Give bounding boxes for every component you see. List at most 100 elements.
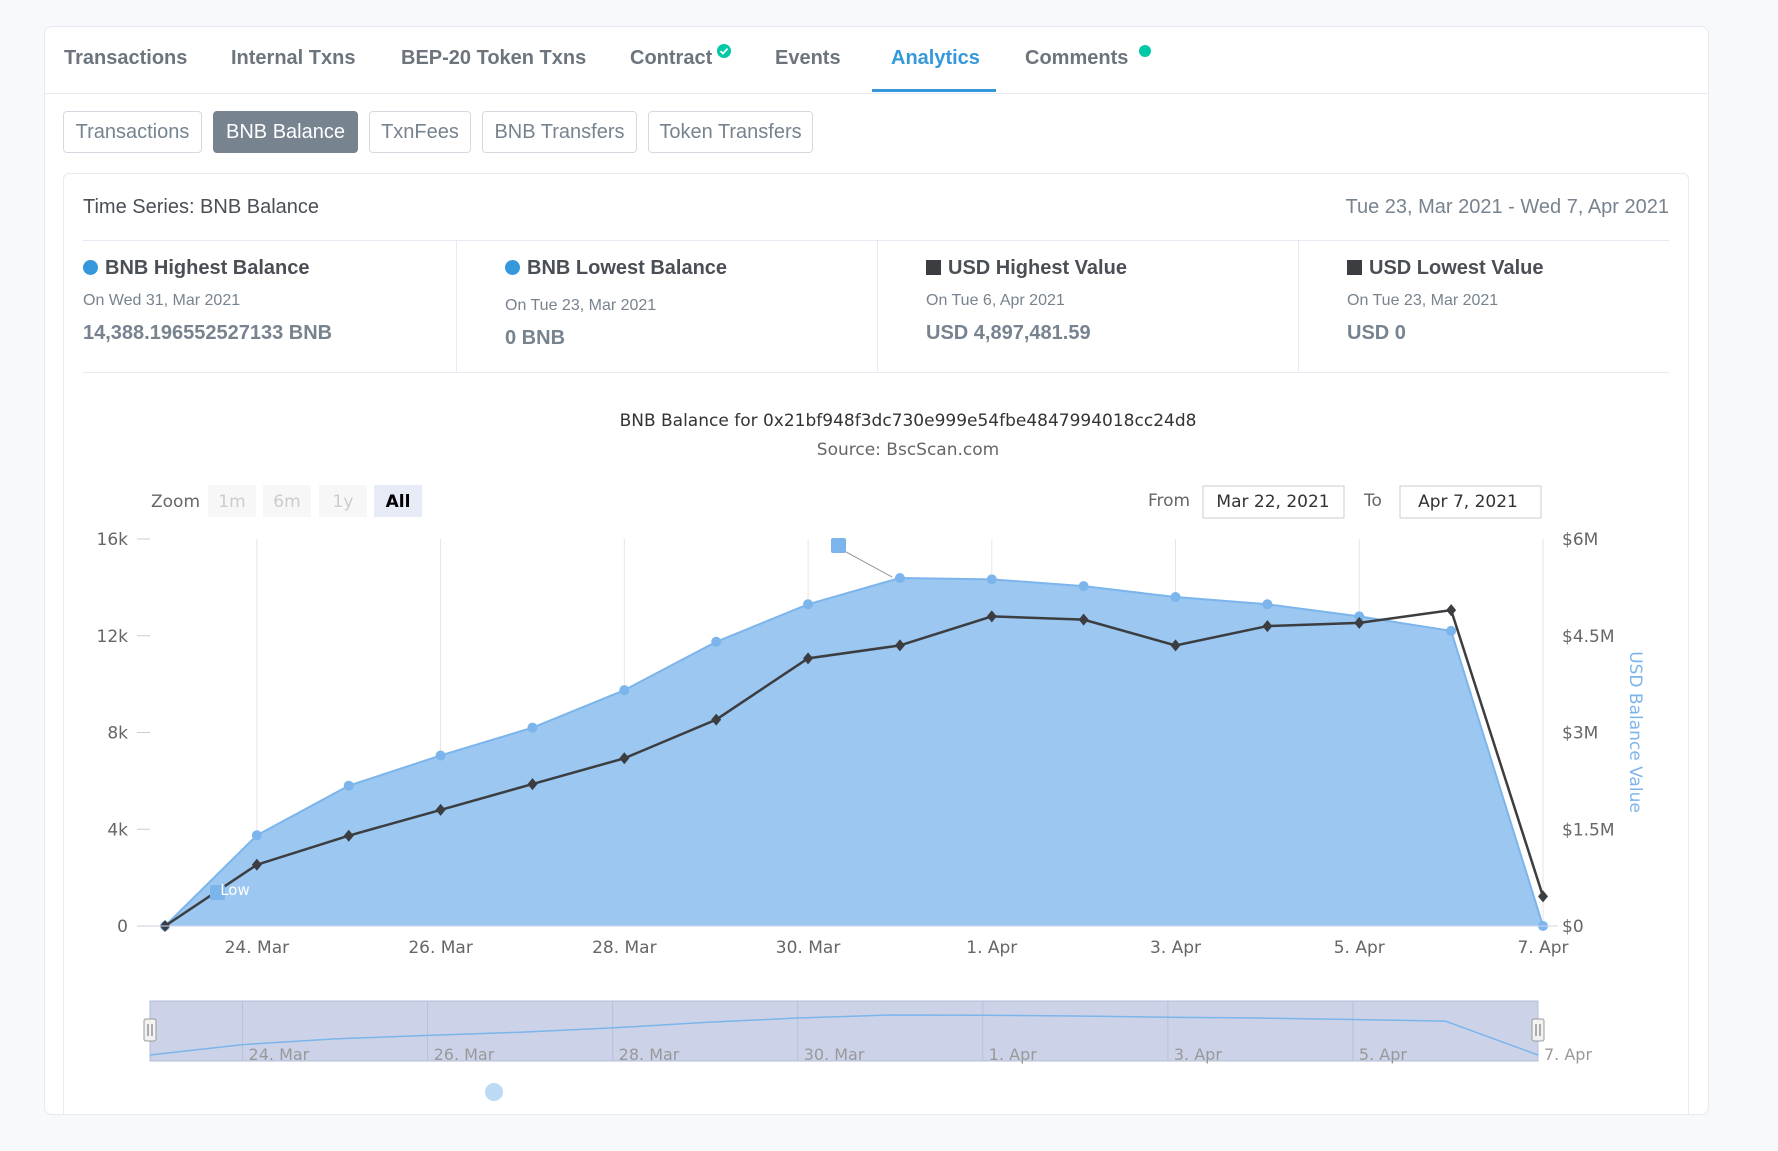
navigator-tick-label: 3. Apr: [1174, 1045, 1222, 1064]
y-left-tick-label: 8k: [107, 724, 128, 744]
tab-contract[interactable]: Contract: [630, 47, 713, 69]
usd-point: [619, 752, 630, 765]
balance-point: [1262, 599, 1273, 610]
divider: [83, 372, 1669, 373]
stat-title: USD Highest Value: [948, 257, 1127, 279]
usd-point: [343, 829, 354, 842]
balance-point: [986, 574, 997, 585]
chart-title: BNB Balance for 0x21bf948f3dc730e999e54f…: [620, 411, 1197, 431]
tab-bep20-token-txns[interactable]: BEP-20 Token Txns: [401, 47, 587, 69]
tab-analytics[interactable]: Analytics: [891, 47, 980, 69]
x-tick-label: 7. Apr: [1517, 938, 1568, 958]
verified-check-icon: [717, 44, 731, 58]
blue-circle-icon: [83, 260, 98, 275]
flag-marker: [831, 538, 846, 553]
balance-point: [1354, 611, 1365, 622]
active-tab-indicator: [872, 89, 996, 92]
zoom-label: Zoom: [151, 492, 200, 512]
panel-title: Time Series: BNB Balance: [83, 196, 320, 218]
stat-usd-highest: USD Highest Value On Tue 6, Apr 2021 USD…: [926, 257, 1127, 345]
y-left-tick-label: 4k: [107, 820, 128, 840]
to-label: To: [1363, 491, 1382, 511]
chart-subtitle: Source: BscScan.com: [817, 440, 999, 460]
y-right-tick-label: $1.5M: [1562, 820, 1615, 840]
navigator[interactable]: 24. Mar 26. Mar 28. Mar 30. Mar 1. Apr 3. Apr…: [143, 1000, 1592, 1064]
zoom-all-button[interactable]: [374, 485, 422, 517]
zoom-1y-button[interactable]: [319, 485, 367, 517]
x-tick-label: 28. Mar: [592, 938, 657, 958]
balance-point: [527, 722, 538, 733]
y-right-axis-title: USD Balance Value: [1625, 651, 1645, 813]
balance-point: [619, 685, 630, 696]
usd-line-path: [164, 608, 1545, 928]
balance-point: [711, 636, 722, 647]
stat-value: 0 BNB: [505, 327, 566, 349]
flag-marker: [210, 885, 225, 900]
usd-point: [251, 858, 262, 871]
from-date-input[interactable]: [1202, 485, 1345, 519]
y-right-tick-label: $4.5M: [1562, 627, 1615, 647]
subtab-token-transfers[interactable]: Token Transfers: [648, 111, 813, 153]
x-tick-label: 24. Mar: [225, 938, 290, 958]
stat-date: On Wed 31, Mar 2021: [83, 292, 241, 309]
stat-value: USD 4,897,481.59: [926, 322, 1091, 344]
x-tick-label: 30. Mar: [776, 938, 841, 958]
subtab-txnfees[interactable]: TxnFees: [369, 111, 471, 153]
balance-point: [803, 599, 814, 610]
to-date-input[interactable]: [1399, 485, 1542, 519]
bnb-balance-area-series: [160, 572, 1548, 931]
blue-circle-icon: [505, 260, 520, 275]
tab-events[interactable]: Events: [775, 47, 841, 69]
usd-point: [1446, 604, 1457, 617]
x-tick-label: 5. Apr: [1334, 938, 1385, 958]
usd-point: [1354, 616, 1365, 629]
zoom-6m-button[interactable]: [263, 485, 311, 517]
stat-value: 14,388.196552527133 BNB: [83, 322, 333, 344]
balance-panel: Time Series: BNB Balance Tue 23, Mar 202…: [63, 173, 1689, 1114]
stat-title: USD Lowest Value: [1369, 257, 1544, 279]
balance-point: [435, 750, 446, 761]
balance-point: [1446, 625, 1457, 636]
from-date-value: Mar 22, 2021: [1216, 492, 1329, 512]
subtab-bnb-transfers[interactable]: BNB Transfers: [482, 111, 637, 153]
navigator-handle-left[interactable]: [143, 1018, 157, 1042]
balance-point: [251, 830, 262, 841]
usd-point: [1538, 890, 1548, 903]
flag-low-label: Low: [220, 881, 250, 899]
usd-point: [803, 652, 814, 665]
subtab-transactions[interactable]: Transactions: [63, 111, 202, 153]
balance-point: [343, 780, 354, 791]
x-tick-label: 26. Mar: [408, 938, 473, 958]
divider: [877, 240, 878, 372]
x-tick-label: 1. Apr: [966, 938, 1017, 958]
navigator-tick-label: 24. Mar: [249, 1045, 310, 1064]
y-left-tick-label: 12k: [97, 627, 129, 647]
x-tick-label: 3. Apr: [1150, 938, 1201, 958]
contract-analytics-card: Transactions Internal Txns BEP-20 Token …: [44, 26, 1709, 1115]
divider: [83, 240, 1669, 241]
to-date-value: Apr 7, 2021: [1418, 492, 1518, 512]
tab-comments[interactable]: Comments: [1025, 47, 1129, 69]
y-left-tick-label: 16k: [97, 530, 129, 550]
tab-transactions[interactable]: Transactions: [64, 47, 188, 69]
navigator-tick-label: 5. Apr: [1359, 1045, 1407, 1064]
usd-point: [435, 803, 446, 816]
panel-date-range: Tue 23, Mar 2021 - Wed 7, Apr 2021: [1345, 196, 1669, 218]
usd-point: [1262, 620, 1273, 633]
zoom-6m-label: 6m: [273, 492, 300, 512]
stat-value: USD 0: [1347, 322, 1406, 344]
balance-point: [894, 572, 905, 583]
subtab-bnb-balance[interactable]: BNB Balance: [213, 111, 358, 153]
y-right-tick-label: $0: [1562, 917, 1584, 937]
zoom-1m-button[interactable]: [208, 485, 256, 517]
zoom-1y-label: 1y: [333, 492, 354, 512]
stat-usd-lowest: USD Lowest Value On Tue 23, Mar 2021 USD…: [1347, 257, 1544, 345]
y-left-tick-label: 0: [117, 917, 128, 937]
usd-point: [894, 639, 905, 652]
navigator-handle-right[interactable]: [1531, 1018, 1545, 1042]
balance-point: [1078, 581, 1089, 592]
navigator-series-line: [149, 1014, 1539, 1056]
divider: [456, 240, 457, 372]
new-comments-dot-icon: [1139, 45, 1151, 57]
tab-internal-txns[interactable]: Internal Txns: [231, 47, 356, 69]
